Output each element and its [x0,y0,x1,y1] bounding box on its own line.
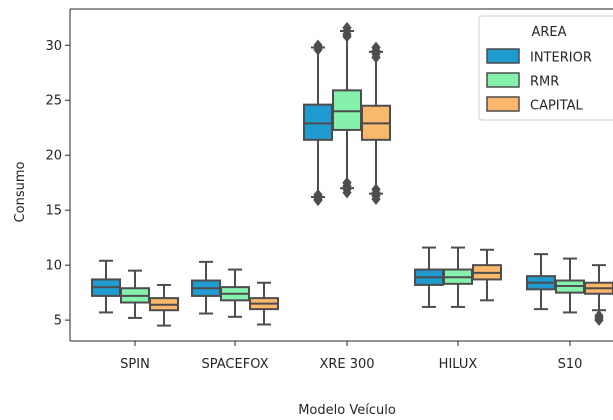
y-tick-label: 15 [45,204,62,219]
box-spacefox-rmr [220,268,250,318]
y-tick-label: 10 [45,259,62,274]
box-spin-interior [91,259,121,314]
legend-swatch-rmr [486,72,520,88]
legend-label-capital: CAPITAL [530,99,583,114]
x-tick-label: HILUX [439,357,478,372]
axes [69,8,613,342]
outlier-point [594,309,604,322]
legend: AREA INTERIOR RMR CAPITAL [478,15,613,121]
box-hilux-interior [414,246,444,308]
box-hilux-rmr [443,246,473,308]
box-spacefox-capital [249,281,279,326]
outlier-point [313,188,323,201]
outlier-point [371,41,381,54]
x-axis-label: Modelo Veículo [298,403,396,418]
box-spacefox-interior [191,260,221,315]
legend-title: AREA [531,25,566,40]
box-body [303,103,333,141]
outlier-point [342,176,352,189]
box-xre-300-capital [361,41,391,205]
box-s10-interior [526,253,556,311]
box-s10-rmr [555,257,585,314]
outlier-point [313,39,323,52]
x-tick-label: SPACEFOX [202,357,269,372]
x-tick-label: S10 [558,357,583,372]
box-hilux-capital [472,248,502,302]
y-axis-label: Consumo [13,162,28,223]
legend-swatch-capital [486,96,520,112]
legend-label-interior: INTERIOR [530,51,592,66]
box-s10-capital [584,264,613,326]
x-tick-label: XRE 300 [319,357,374,372]
legend-frame [478,15,613,121]
box-body [332,89,362,131]
box-xre-300-rmr [332,21,362,199]
legend-label-rmr: RMR [530,75,559,90]
box-spin-capital [149,283,179,327]
y-ticks: 5 10 15 20 25 30 [45,39,70,329]
outlier-point [342,21,352,34]
y-tick-label: 20 [45,149,62,164]
x-tick-label: SPIN [120,357,150,372]
plot-area [91,21,613,327]
outlier-point [371,183,381,196]
x-ticks: SPIN SPACEFOX XRE 300 HILUX S10 [120,341,582,372]
legend-swatch-interior [486,48,520,64]
y-tick-label: 30 [45,39,62,54]
box-xre-300-interior [303,39,333,207]
y-tick-label: 25 [45,94,62,109]
box-spin-rmr [120,269,150,319]
y-tick-label: 5 [54,314,62,329]
